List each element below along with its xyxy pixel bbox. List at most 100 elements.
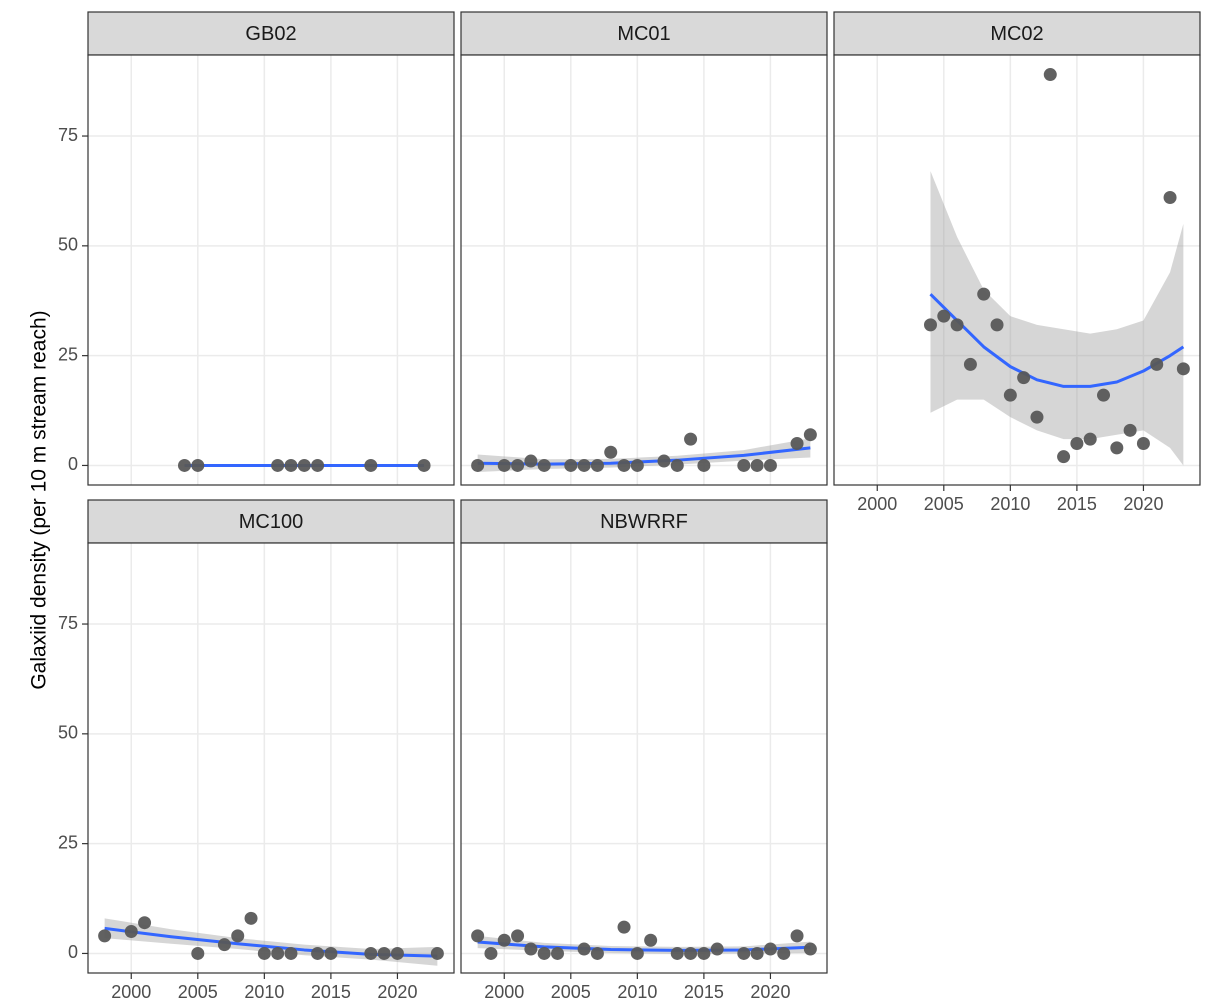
- point: [1083, 432, 1097, 446]
- point: [737, 458, 751, 472]
- point: [231, 929, 245, 943]
- point: [471, 929, 485, 943]
- point: [311, 458, 325, 472]
- point: [750, 458, 764, 472]
- plot-background: [834, 55, 1200, 485]
- point: [1097, 388, 1111, 402]
- point: [377, 946, 391, 960]
- plot-background: [88, 543, 454, 973]
- strip: [460, 499, 828, 544]
- point: [963, 357, 977, 371]
- point: [657, 454, 671, 468]
- point: [710, 942, 724, 956]
- panel-border: [833, 54, 1201, 486]
- strip-title: MC02: [990, 23, 1043, 45]
- point: [763, 458, 777, 472]
- point: [577, 942, 591, 956]
- plot-area: [98, 911, 444, 966]
- point: [324, 946, 338, 960]
- x-tick-label: 2010: [990, 494, 1030, 514]
- point: [271, 458, 285, 472]
- point: [1070, 436, 1084, 450]
- confidence-ribbon: [930, 171, 1184, 466]
- point: [697, 458, 711, 472]
- point: [1017, 371, 1031, 385]
- plot-area: [471, 428, 817, 473]
- y-tick-label: 75: [58, 613, 78, 633]
- point: [564, 458, 578, 472]
- panel-border: [87, 54, 455, 486]
- x-tick-label: 2000: [484, 982, 524, 1002]
- point: [590, 458, 604, 472]
- panel: GB02 0 25 50 75: [58, 11, 455, 486]
- point: [390, 946, 404, 960]
- point: [1030, 410, 1044, 424]
- y-tick-label: 50: [58, 723, 78, 743]
- x-tick-label: 2020: [377, 982, 417, 1002]
- strip-title: MC01: [617, 23, 670, 45]
- point: [138, 916, 152, 930]
- point: [697, 946, 711, 960]
- point: [364, 458, 378, 472]
- point: [511, 929, 525, 943]
- point: [577, 458, 591, 472]
- strip: [87, 11, 455, 56]
- x-tick-label: 2010: [244, 982, 284, 1002]
- y-tick-label: 0: [68, 942, 78, 962]
- point: [284, 946, 298, 960]
- panel: NBWRRF 2000 2005 2010 2015 2020: [460, 499, 828, 1002]
- point: [604, 445, 618, 459]
- point: [497, 458, 511, 472]
- point: [630, 946, 644, 960]
- point: [417, 458, 431, 472]
- point: [524, 454, 538, 468]
- point: [430, 946, 444, 960]
- strip: [460, 11, 828, 56]
- point: [191, 458, 205, 472]
- y-tick-label: 0: [68, 454, 78, 474]
- plot-area: [471, 920, 817, 960]
- x-tick-label: 2010: [617, 982, 657, 1002]
- point: [763, 942, 777, 956]
- panel-border: [460, 54, 828, 486]
- x-tick-label: 2015: [1057, 494, 1097, 514]
- point: [550, 946, 564, 960]
- point: [777, 946, 791, 960]
- x-tick-label: 2015: [311, 982, 351, 1002]
- x-tick-label: 2000: [111, 982, 151, 1002]
- point: [803, 428, 817, 442]
- point: [1163, 191, 1177, 205]
- x-tick-label: 2020: [1123, 494, 1163, 514]
- x-tick-label: 2020: [750, 982, 790, 1002]
- point: [670, 946, 684, 960]
- point: [750, 946, 764, 960]
- point: [990, 318, 1004, 332]
- point: [1123, 423, 1137, 437]
- point: [284, 458, 298, 472]
- point: [590, 946, 604, 960]
- y-tick-label: 25: [58, 344, 78, 364]
- point: [937, 309, 951, 323]
- point: [311, 946, 325, 960]
- point: [271, 946, 285, 960]
- point: [244, 911, 258, 925]
- plot-area: [177, 458, 431, 472]
- x-tick-label: 2005: [178, 982, 218, 1002]
- point: [617, 458, 631, 472]
- point: [1150, 357, 1164, 371]
- panel: MC100 0 25 50 75 2000 2005 2010 2015 2020: [58, 499, 455, 1002]
- x-tick-label: 2015: [684, 982, 724, 1002]
- y-tick-label: 50: [58, 235, 78, 255]
- point: [217, 938, 231, 952]
- point: [1176, 362, 1190, 376]
- point: [497, 933, 511, 947]
- point: [803, 942, 817, 956]
- point: [177, 458, 191, 472]
- point: [790, 929, 804, 943]
- point: [737, 946, 751, 960]
- point: [684, 432, 698, 446]
- point: [1136, 436, 1150, 450]
- point: [537, 946, 551, 960]
- point: [524, 942, 538, 956]
